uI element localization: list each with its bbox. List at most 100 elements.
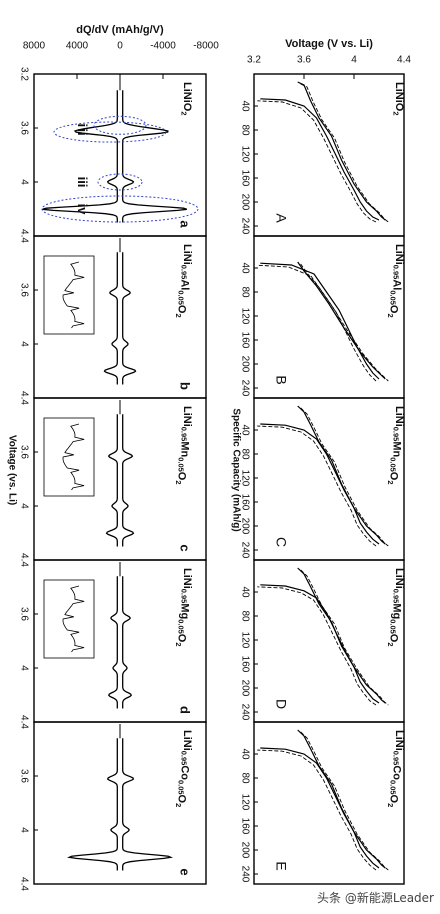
inset-curve bbox=[62, 261, 85, 329]
dqdv-tick-label: 0 bbox=[117, 41, 123, 52]
dqdv-panel-label: LiNi0.95Mg0.05O2 bbox=[174, 568, 193, 646]
dqdv-panel-label: LiNi0.95Mn0.05O2 bbox=[174, 406, 193, 484]
voltage-curve-dashed bbox=[300, 83, 389, 223]
capacity-formula: LiNi0.95Mn0.05O2 bbox=[386, 406, 405, 484]
dqdv-letter-group: b bbox=[178, 382, 193, 390]
peak-ellipse bbox=[97, 173, 143, 191]
capacity-tick-group: 240 bbox=[239, 380, 250, 397]
formula-part: LiNi bbox=[181, 406, 193, 427]
capacity-tick-group: 80 bbox=[239, 772, 250, 784]
capacity-tick-label: 200 bbox=[239, 680, 250, 697]
capacity-tick-group: 240 bbox=[239, 704, 250, 721]
capacity-tick-group: 200 bbox=[239, 518, 250, 535]
voltage-tick-label: 3.6 bbox=[18, 121, 29, 135]
formula-part: 2 bbox=[386, 642, 395, 646]
formula-part: 2 bbox=[386, 803, 395, 807]
capacity-tick-label: 80 bbox=[239, 286, 250, 298]
capacity-formula: LiNi0.95Mg0.05O2 bbox=[386, 568, 405, 646]
capacity-tick-group: 200 bbox=[239, 194, 250, 211]
peak-label-group: iii bbox=[75, 177, 90, 188]
peak-ellipse bbox=[41, 195, 199, 223]
capacity-tick-label: 160 bbox=[239, 170, 250, 187]
voltage-curve bbox=[260, 584, 380, 704]
capacity-tick-group: 40 bbox=[239, 100, 250, 112]
formula-part: Co bbox=[390, 765, 402, 780]
voltage-curve-dashed bbox=[300, 263, 389, 382]
capacity-letter-group: B bbox=[273, 375, 289, 384]
voltage-tick-label: 4.4 bbox=[18, 877, 29, 891]
formula-part: LiNi bbox=[181, 244, 193, 265]
formula-part: 2 bbox=[174, 480, 183, 484]
voltage-tick-label: 3.6 bbox=[297, 55, 311, 66]
capacity-tick-label: 240 bbox=[239, 704, 250, 721]
formula-part: O bbox=[176, 795, 188, 804]
voltage-tick-group: 4.4 bbox=[18, 229, 29, 243]
capacity-tick-group: 160 bbox=[239, 494, 250, 511]
formula-part: Mn bbox=[178, 441, 190, 457]
dqdv-tick-label: -8000 bbox=[193, 41, 219, 52]
capacity-panel bbox=[253, 721, 405, 885]
capacity-tick-label: 80 bbox=[239, 610, 250, 622]
capacity-tick-label: 240 bbox=[239, 218, 250, 235]
capacity-tick-group: 40 bbox=[239, 262, 250, 274]
capacity-formula: LiNi0.95Al0.05O2 bbox=[386, 244, 405, 318]
formula-part: 0.05 bbox=[177, 457, 186, 472]
dqdv-panel-label: LiNi0.95Co0.05O2 bbox=[174, 730, 193, 807]
capacity-tick-group: 40 bbox=[239, 586, 250, 598]
capacity-tick-label: 120 bbox=[239, 632, 250, 649]
dqdv-voltage-axis-title: Voltage (vs. Li) bbox=[6, 435, 17, 505]
voltage-tick-group: 4 bbox=[18, 503, 29, 509]
voltage-curve bbox=[297, 729, 386, 869]
voltage-curve-dashed bbox=[257, 264, 377, 382]
capacity-tick-label: 200 bbox=[239, 356, 250, 373]
capacity-tick-label: 120 bbox=[239, 470, 250, 487]
voltage-tick-label: 3.6 bbox=[18, 769, 29, 783]
capacity-tick-label: 80 bbox=[239, 448, 250, 460]
voltage-tick-group: 4 bbox=[18, 827, 29, 833]
formula-part: LiNi bbox=[393, 244, 405, 265]
formula-part: 0.95 bbox=[179, 751, 188, 766]
capacity-panel-letter: D bbox=[273, 699, 289, 709]
dqdv-tick-label: 4000 bbox=[66, 41, 89, 52]
formula-part: 0.05 bbox=[177, 780, 186, 795]
capacity-tick-group: 80 bbox=[239, 448, 250, 460]
voltage-curve bbox=[297, 567, 386, 704]
voltage-axis-title: Voltage (V vs. Li) bbox=[285, 38, 373, 50]
formula-part: Mg bbox=[178, 603, 190, 619]
dqdv-axis-title: dQ/dV (mAh/g/V) bbox=[76, 24, 164, 36]
peak-label-group: ii bbox=[75, 128, 90, 135]
capacity-tick-label: 200 bbox=[239, 842, 250, 859]
dqdv-curve-charge bbox=[42, 90, 118, 223]
voltage-tick-group: 4.4 bbox=[18, 715, 29, 729]
voltage-tick-label: 4 bbox=[18, 827, 29, 833]
dqdv-letter-group: a bbox=[178, 220, 193, 228]
voltage-tick-label: 4 bbox=[18, 503, 29, 509]
capacity-axis-title: Specific Capacity (mAh/g) bbox=[230, 408, 241, 531]
capacity-panel bbox=[253, 73, 405, 237]
capacity-panel-label: LiNi0.95Mn0.05O2 bbox=[386, 406, 405, 484]
dqdv-letter-group: c bbox=[178, 544, 193, 551]
dqdv-curve-charge bbox=[103, 252, 118, 385]
voltage-tick-label: 3.6 bbox=[18, 445, 29, 459]
dqdv-curve-discharge bbox=[122, 90, 188, 223]
peak-label: ii bbox=[75, 128, 90, 135]
capacity-tick-label: 40 bbox=[239, 748, 250, 760]
inset-frame bbox=[43, 417, 95, 497]
dqdv-panel-letter: a bbox=[178, 220, 193, 228]
watermark: 头条 @新能源Leader bbox=[317, 891, 434, 905]
dqdv-panel-letter: e bbox=[178, 868, 193, 875]
formula-part: Co bbox=[178, 765, 190, 780]
capacity-panel-letter: A bbox=[273, 213, 289, 223]
capacity-axis-title-group: Specific Capacity (mAh/g) bbox=[230, 408, 241, 531]
capacity-panel-label: LiNi0.95Co0.05O2 bbox=[386, 730, 405, 807]
capacity-formula: LiNi0.95Co0.05O2 bbox=[386, 730, 405, 807]
capacity-tick-group: 160 bbox=[239, 170, 250, 187]
capacity-tick-label: 40 bbox=[239, 262, 250, 274]
capacity-tick-label: 200 bbox=[239, 194, 250, 211]
formula-part: 0.95 bbox=[179, 427, 188, 442]
voltage-curve-dashed bbox=[257, 100, 377, 223]
capacity-tick-group: 160 bbox=[239, 818, 250, 835]
formula-part: 2 bbox=[174, 642, 183, 646]
dqdv-tick-label: -4000 bbox=[150, 41, 176, 52]
voltage-tick-label: 4 bbox=[18, 179, 29, 185]
